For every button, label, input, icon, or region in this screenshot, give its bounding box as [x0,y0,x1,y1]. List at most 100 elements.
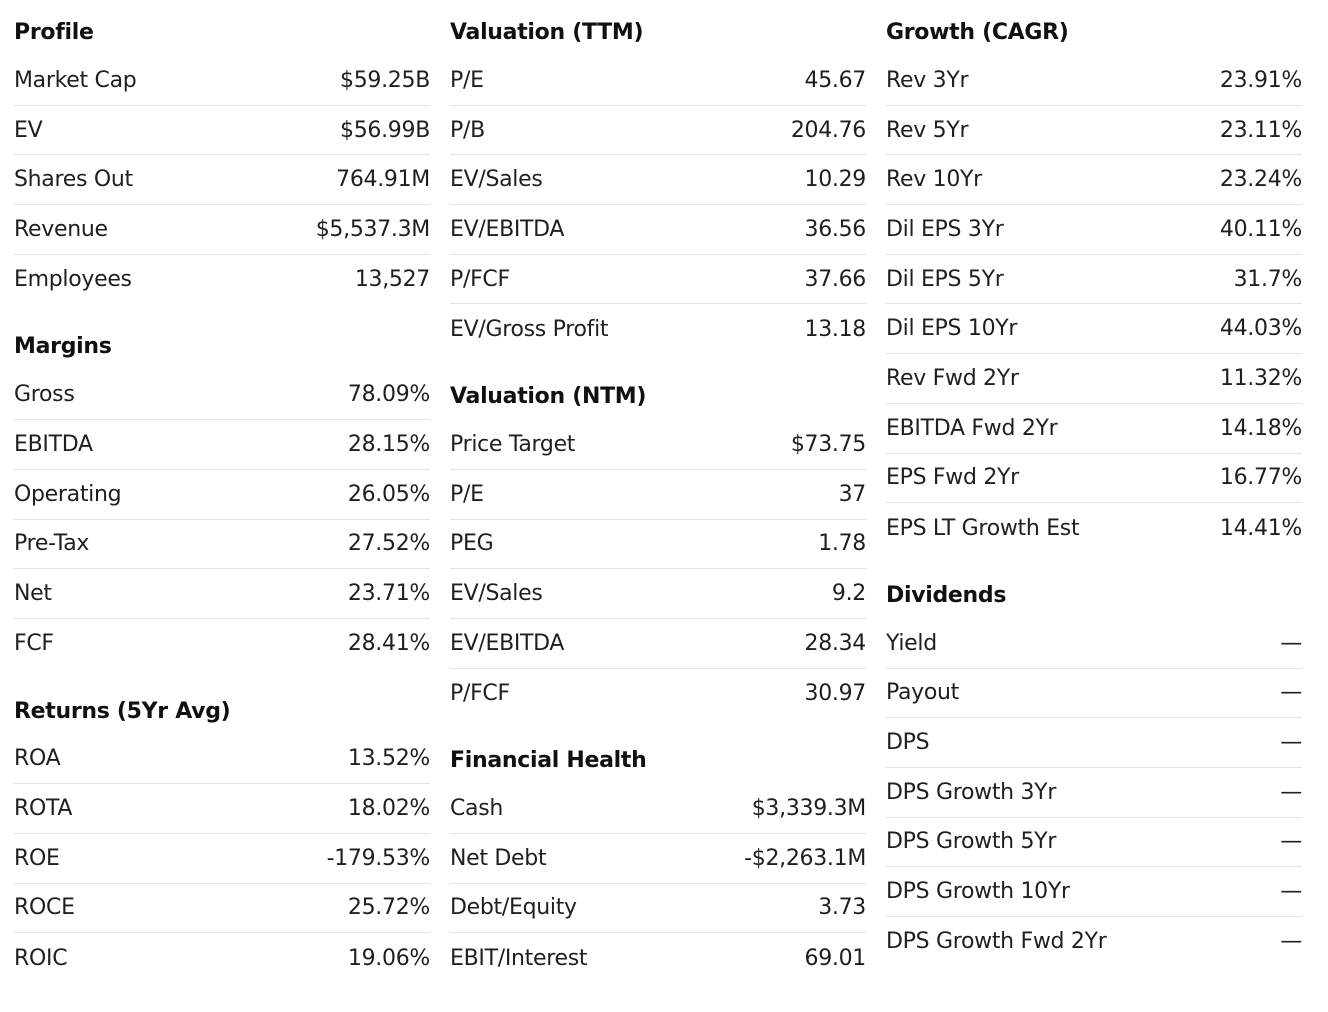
section-returns-5yr-avg: Returns (5Yr Avg) ROA 13.52% ROTA 18.02% ROE -… [14,689,430,983]
metric-label: EBITDA [14,431,93,457]
section-title: Valuation (NTM) [450,384,647,410]
metric-value: 13,527 [354,267,430,293]
metric-value: 27.52% [347,531,430,557]
metric-value: 19.06% [347,945,430,971]
metric-value: 23.24% [1219,167,1302,193]
metric-list: Yield — Payout — DPS — DPS Growth 3Yr — DPS Grow… [886,619,1302,967]
metric-row-revenue: Revenue $5,537.3M [14,205,430,255]
metric-value: 28.34 [804,630,867,656]
metric-label: EV/EBITDA [450,216,565,242]
metric-row-ev-ebitda: EV/EBITDA 36.56 [450,205,866,255]
metric-row-ev: EV $56.99B [14,106,430,156]
metric-label: EPS LT Growth Est [886,515,1080,541]
metric-label: Shares Out [14,167,133,193]
metric-label: ROA [14,746,61,772]
metric-row-rev-5yr: Rev 5Yr 23.11% [886,106,1302,156]
section-title: Growth (CAGR) [886,20,1069,45]
metric-row-market-cap: Market Cap $59.25B [14,56,430,106]
metric-label: Rev Fwd 2Yr [886,365,1019,391]
metric-row-p-b: P/B 204.76 [450,106,866,156]
metric-row-dps-growth-10yr: DPS Growth 10Yr — [886,867,1302,917]
metric-row-debt-equity: Debt/Equity 3.73 [450,884,866,934]
metric-row-payout: Payout — [886,669,1302,719]
metric-row-peg: PEG 1.78 [450,520,866,570]
metric-value: 23.71% [347,581,430,607]
metric-label: FCF [14,631,54,657]
section-title: Returns (5Yr Avg) [14,698,231,724]
metric-label: Price Target [450,431,576,457]
section-valuation-ntm: Valuation (NTM) Price Target $73.75 P/E 37 PE… [450,374,866,718]
metric-row-eps-lt-growth-est: EPS LT Growth Est 14.41% [886,503,1302,553]
metric-row-rota: ROTA 18.02% [14,784,430,834]
metric-value: — [1280,829,1302,855]
metric-row-rev-3yr: Rev 3Yr 23.91% [886,56,1302,106]
metric-row-operating: Operating 26.05% [14,470,430,520]
metric-row-yield: Yield — [886,619,1302,669]
metric-value: 45.67 [804,67,867,93]
metric-list: Market Cap $59.25B EV $56.99B Shares Out 764.… [14,56,430,304]
metric-value: 764.91M [336,167,430,193]
stats-column-1: Profile Market Cap $59.25B EV $56.99B Shares … [14,10,430,1003]
metric-value: — [1280,879,1302,905]
metric-value: 9.2 [831,581,866,607]
metric-value: $5,537.3M [315,216,431,242]
section-financial-health: Financial Health Cash $3,339.3M Net Debt -$2… [450,738,866,983]
metric-row-rev-10yr: Rev 10Yr 23.24% [886,155,1302,206]
metric-value: 69.01 [804,945,867,971]
metric-label: EV/Sales [450,581,543,607]
metric-row-ev-sales: EV/Sales 9.2 [450,569,866,619]
metric-row-p-e: P/E 45.67 [450,56,866,106]
metric-value: 10.29 [804,167,867,193]
metric-value: 37 [838,481,867,507]
section-margins: Margins Gross 78.09% EBITDA 28.15% Operating 2… [14,324,430,668]
metric-row-dps-growth-5yr: DPS Growth 5Yr — [886,818,1302,868]
metric-value: $56.99B [340,117,430,143]
metric-label: ROTA [14,796,73,822]
metric-label: Net Debt [450,845,547,871]
metric-row-roic: ROIC 19.06% [14,933,430,983]
metric-row-p-e: P/E 37 [450,470,866,520]
metric-label: Rev 5Yr [886,117,969,143]
metric-row-ev-ebitda: EV/EBITDA 28.34 [450,619,866,669]
section-dividends: Dividends Yield — Payout — DPS — DPS Growth 3Yr… [886,573,1302,967]
metric-value: — [1280,779,1302,805]
metric-list: Rev 3Yr 23.91% Rev 5Yr 23.11% Rev 10Yr 23.24%… [886,56,1302,553]
metric-value: -$2,263.1M [744,845,866,871]
metric-value: 28.15% [347,431,430,457]
metric-row-dil-eps-5yr: Dil EPS 5Yr 31.7% [886,255,1302,305]
metric-row-pre-tax: Pre-Tax 27.52% [14,520,430,570]
metric-row-fcf: FCF 28.41% [14,619,430,669]
metric-list: ROA 13.52% ROTA 18.02% ROE -179.53% ROCE 25.72%… [14,735,430,983]
metric-row-roe: ROE -179.53% [14,834,430,884]
metric-value: — [1280,680,1302,706]
metric-value: -179.53% [326,845,431,871]
metric-label: DPS Growth Fwd 2Yr [886,929,1107,955]
metric-label: Dil EPS 10Yr [886,316,1018,342]
metric-row-p-fcf: P/FCF 30.97 [450,669,866,719]
metric-value: — [1280,730,1302,756]
stats-column-3: Growth (CAGR) Rev 3Yr 23.91% Rev 5Yr 23.11% R… [886,10,1302,987]
metric-value: 16.77% [1219,465,1302,491]
metric-value: 14.41% [1219,515,1302,541]
metric-value: 37.66 [804,266,867,292]
metric-row-shares-out: Shares Out 764.91M [14,155,430,206]
metric-label: Gross [14,382,75,408]
section-title: Valuation (TTM) [450,20,644,45]
metric-row-cash: Cash $3,339.3M [450,784,866,834]
metric-label: EV/Gross Profit [450,316,609,342]
metric-value: 204.76 [790,117,866,143]
section-valuation-ttm: Valuation (TTM) P/E 45.67 P/B 204.76 EV/Sales… [450,10,866,354]
metric-list: Cash $3,339.3M Net Debt -$2,263.1M Debt/Equi… [450,784,866,983]
section-title: Margins [14,334,112,360]
metric-row-ev-sales: EV/Sales 10.29 [450,155,867,206]
metric-value: $59.25B [340,67,430,93]
metric-value: 1.78 [818,531,866,557]
metric-label: ROIC [14,945,68,971]
metric-row-ev-gross-profit: EV/Gross Profit 13.18 [450,304,866,354]
metric-label: Employees [14,267,132,293]
metric-value: 36.56 [804,216,867,242]
metric-label: Revenue [14,216,108,242]
metric-label: EV/Sales [450,167,543,193]
metric-label: EV [14,117,43,143]
